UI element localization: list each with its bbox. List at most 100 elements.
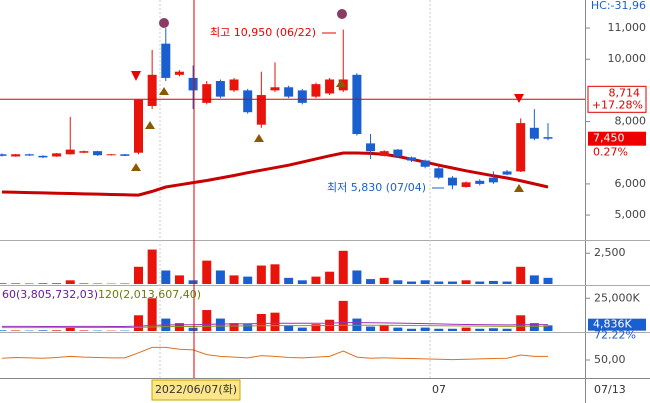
candle-body [529,127,539,139]
volume-bar [52,283,62,284]
volume-bar [270,264,280,284]
volume2-bar [11,330,21,331]
volume-bar [352,270,362,284]
volume2-bar [311,324,321,331]
volume-bar [461,280,471,284]
volume2-marker: 4,836K [593,318,632,331]
buy-arrow [145,121,155,129]
candle-body [311,84,321,97]
y-tick-label: 10,000 [608,52,647,65]
volume-bar [393,280,403,284]
volume-bar [529,275,539,284]
x-label: 07/13 [594,383,626,396]
volume-bar [134,266,143,284]
volume-bar [256,265,266,284]
volume-bar [79,283,89,284]
volume2-bar [147,298,157,331]
legend-60: 60(3,805,732,03) [2,288,98,301]
candle-body [270,87,280,91]
volume2-bar [0,330,7,331]
y-tick-label: 6,000 [615,177,647,190]
moving-average [1,151,549,197]
date-box [151,379,241,401]
crosshair-price: 8,714 [609,86,641,99]
sell-arrow [514,94,524,103]
volume2-bar [134,315,143,331]
candle-body [325,79,335,94]
volume-bar [516,266,526,284]
candle-body [434,168,444,178]
volume2-ratio: 72.22% [594,329,636,342]
candle-body [461,182,471,188]
low-note: 최저 5,830 (07/04) [327,181,426,194]
candle-body [379,151,389,156]
candle-body [38,155,48,158]
last-change: 0.27% [593,146,628,159]
candle-body [284,87,294,97]
candle-body [134,99,143,153]
y-tick-label: 2,500 [594,246,626,259]
candle-body [297,90,307,103]
volume2-bar [284,325,294,331]
signal-dot [159,18,169,28]
y-tick-label: 8,000 [615,115,647,128]
volume2-bar [52,330,62,331]
volume-bar [202,260,212,284]
high-note: 최고 10,950 (06/22) [210,26,316,39]
crosshair-change: +17.28% [592,98,643,111]
candle-body [516,123,526,172]
volume2-marker-box [588,318,646,331]
candle-body [65,149,75,155]
volume2-line1 [2,322,549,327]
candle-body [174,71,184,75]
volume-bar [338,250,348,284]
volume2-bar [461,327,471,331]
volume2-bar [65,327,75,331]
y-tick-label: 11,000 [608,21,647,34]
candle-body [106,154,116,156]
last-price-box [588,131,646,146]
candle-body [147,74,157,106]
candle-body [0,154,7,156]
volume2-bar [215,318,225,331]
volume-bar [325,271,335,284]
volume2-bar [79,330,89,331]
buy-arrow [159,87,169,95]
volume-bar [188,280,198,284]
candle-body [120,154,130,156]
volume2-bar [202,310,212,331]
buy-arrow [254,134,264,142]
crosshair-date: 2022/06/07(화) [155,383,237,396]
volume-bar [475,281,485,284]
volume-bar [366,279,376,284]
oscillator [1,346,548,361]
volume2-bar [243,324,253,331]
volume2-bar [407,328,416,331]
volume-bar [311,276,321,284]
candle-body [407,157,416,161]
candle-body [93,151,103,156]
candle-body [24,154,34,156]
volume2-bar [256,313,266,331]
volume2-bar [297,327,307,331]
volume-bar [407,281,416,284]
volume-bar [0,283,7,284]
y-tick-label: 50,00 [594,353,626,366]
plot [0,28,553,361]
signals [131,9,524,192]
volume-bar [502,281,512,284]
volume2-line2 [2,324,548,329]
volume-bar [420,280,430,284]
volume-bar [297,280,307,284]
volume-bar [215,270,225,284]
sell-arrow [131,71,141,81]
candle-body [161,43,171,78]
volume2-bar [475,328,485,331]
volume-bar [543,277,553,284]
candle-body [447,177,457,186]
volume2-bar [543,325,553,331]
volume-bar [434,281,444,284]
volume-bar [38,283,48,284]
volume2-bar [379,325,389,331]
volume2-bar [338,300,348,331]
